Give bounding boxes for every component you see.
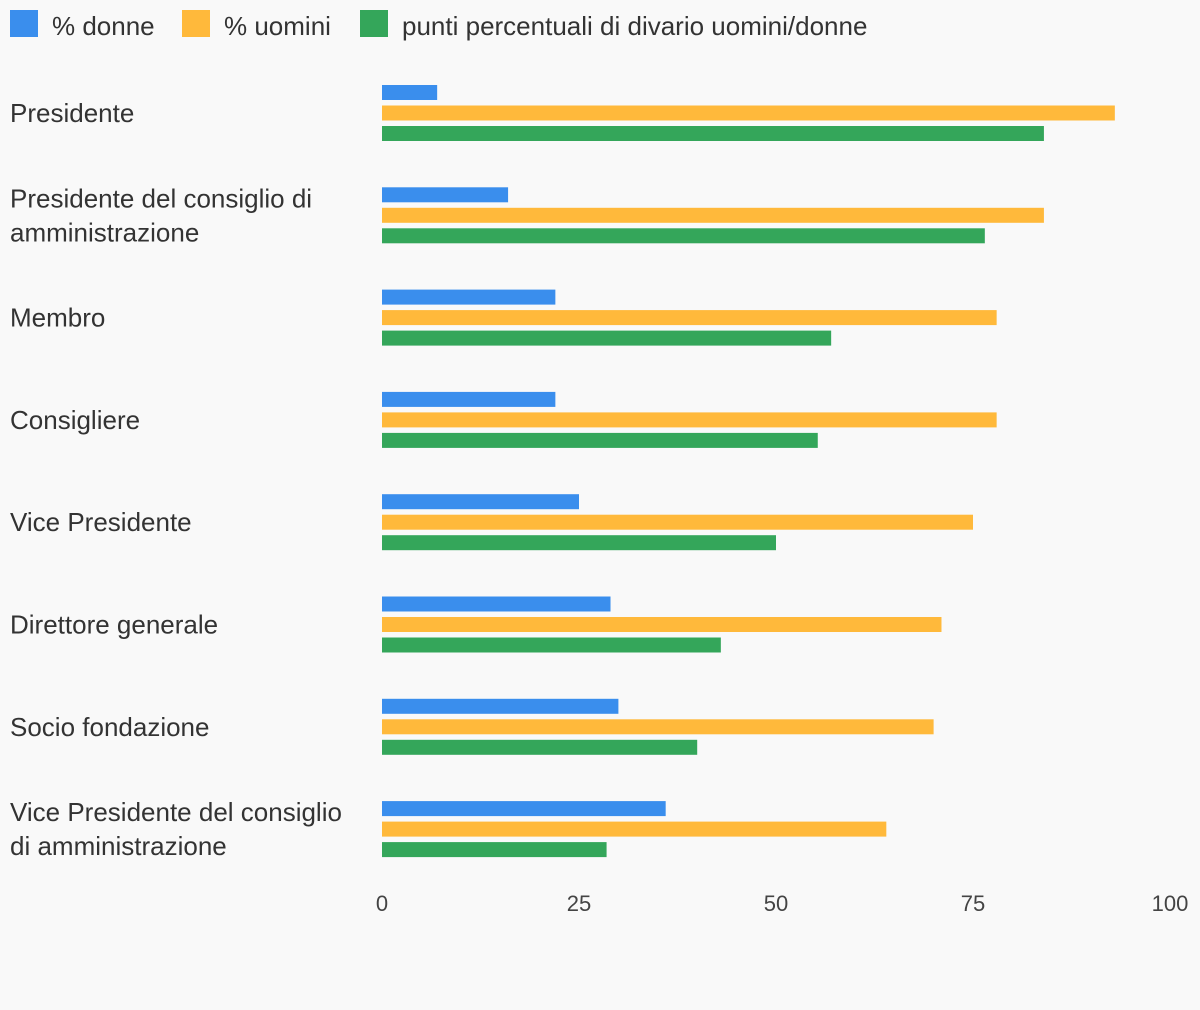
x-tick-label-0: 0 <box>376 891 388 916</box>
bar-pct-uomini-vice-presidente <box>382 514 973 530</box>
legend-item-pct-donne: % donne <box>10 10 155 41</box>
category-label-consigliere: Consigliere <box>10 405 140 435</box>
x-axis-ticks: 0 25 50 75 100 <box>376 891 1188 916</box>
category-label-vice-presidente-del-consiglio-di-amministrazione: Vice Presidente del consiglio di amminist… <box>10 797 342 861</box>
category-label-direttore-generale: Direttore generale <box>10 610 218 640</box>
legend-item-pct-uomini: % uomini <box>182 10 331 41</box>
bars <box>382 85 1115 858</box>
category-label-presidente-del-consiglio-di-amministrazione: Presidente del consiglio di amministrazio… <box>10 183 312 247</box>
bar-pct-donne-consigliere <box>382 391 556 407</box>
bar-group-direttore-generale <box>382 596 942 653</box>
bar-punti-percentuali-di-divario-uomini-donne-presidente <box>382 126 1044 141</box>
bar-group-presidente <box>382 85 1115 141</box>
category-label-presidente: Presidente <box>10 98 134 128</box>
x-tick-label-25: 25 <box>567 891 591 916</box>
bar-group-membro <box>382 289 997 346</box>
legend-swatch-punti-percentuali-di-divario-uomini-donne <box>360 10 388 37</box>
legend-label-punti-percentuali-di-divario-uomini-donne: punti percentuali di divario uomini/donn… <box>402 11 867 41</box>
category-label-socio-fondazione: Socio fondazione <box>10 712 209 742</box>
bar-pct-uomini-presidente-del-consiglio-di-amministrazione <box>382 207 1044 223</box>
bar-pct-donne-vice-presidente <box>382 494 579 510</box>
bar-pct-donne-presidente <box>382 85 438 100</box>
bar-pct-uomini-consigliere <box>382 412 997 428</box>
bar-pct-donne-direttore-generale <box>382 596 611 612</box>
bar-group-vice-presidente-del-consiglio-di-amministrazione <box>382 801 887 858</box>
bar-pct-donne-membro <box>382 289 556 305</box>
bar-punti-percentuali-di-divario-uomini-donne-vice-presidente-del-consiglio-di-amministrazione <box>382 842 607 858</box>
bar-group-presidente-del-consiglio-di-amministrazione <box>382 187 1044 244</box>
bar-pct-donne-socio-fondazione <box>382 698 619 714</box>
bar-pct-uomini-socio-fondazione <box>382 719 934 735</box>
category-labels: Presidente Presidente del consiglio di amm… <box>10 98 342 861</box>
bar-pct-donne-presidente-del-consiglio-di-amministrazione <box>382 187 509 203</box>
legend-item-punti-percentuali-di-divario-uomini-donne: punti percentuali di divario uomini/donn… <box>360 10 867 41</box>
bar-pct-uomini-membro <box>382 310 997 326</box>
bar-punti-percentuali-di-divario-uomini-donne-presidente-del-consiglio-di-amministrazione <box>382 228 985 244</box>
bar-punti-percentuali-di-divario-uomini-donne-membro <box>382 330 832 346</box>
x-tick-label-100: 100 <box>1152 891 1189 916</box>
x-tick-label-50: 50 <box>764 891 788 916</box>
bar-group-socio-fondazione <box>382 698 934 755</box>
legend-swatch-pct-donne <box>10 10 38 37</box>
legend-label-pct-donne: % donne <box>52 11 155 41</box>
legend: % donne % uomini punti percentuali di diva… <box>10 10 867 41</box>
bar-pct-uomini-vice-presidente-del-consiglio-di-amministrazione <box>382 821 887 837</box>
legend-swatch-pct-uomini <box>182 10 210 37</box>
category-label-membro: Membro <box>10 303 105 333</box>
bar-group-consigliere <box>382 391 997 448</box>
bar-pct-uomini-presidente <box>382 105 1115 121</box>
category-label-vice-presidente: Vice Presidente <box>10 507 192 537</box>
bar-punti-percentuali-di-divario-uomini-donne-socio-fondazione <box>382 739 698 755</box>
bar-punti-percentuali-di-divario-uomini-donne-vice-presidente <box>382 535 776 551</box>
x-tick-label-75: 75 <box>961 891 985 916</box>
bar-pct-donne-vice-presidente-del-consiglio-di-amministrazione <box>382 801 666 817</box>
legend-label-pct-uomini: % uomini <box>224 11 331 41</box>
bar-pct-uomini-direttore-generale <box>382 617 942 632</box>
bar-group-vice-presidente <box>382 494 973 551</box>
bar-punti-percentuali-di-divario-uomini-donne-direttore-generale <box>382 637 721 653</box>
bar-punti-percentuali-di-divario-uomini-donne-consigliere <box>382 432 818 448</box>
